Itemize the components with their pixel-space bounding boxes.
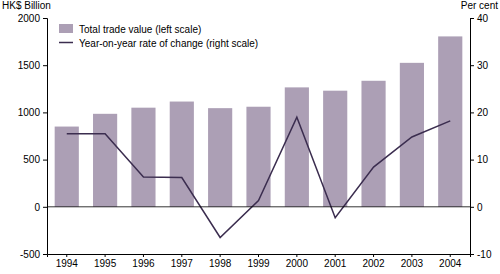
tick-label: 30 xyxy=(477,60,489,71)
tick-mark xyxy=(373,254,374,257)
tick-mark xyxy=(470,65,474,66)
tick: 500 xyxy=(23,154,47,165)
bar-series xyxy=(55,36,463,206)
tick: 0 xyxy=(470,202,483,213)
tick: -10 xyxy=(470,249,492,260)
tick-label: 2000 xyxy=(286,258,309,269)
bar xyxy=(246,107,270,207)
tick-label: 40 xyxy=(477,13,489,24)
tick-mark xyxy=(43,65,47,66)
tick-mark xyxy=(66,254,67,257)
tick-mark xyxy=(258,254,259,257)
tick-label: 1999 xyxy=(247,258,270,269)
tick: 2004 xyxy=(439,254,462,269)
axis-line xyxy=(48,255,471,258)
tick-mark xyxy=(43,112,47,113)
tick-label: 1994 xyxy=(56,258,79,269)
tick-mark xyxy=(470,18,474,19)
tick-label: 1996 xyxy=(132,258,155,269)
tick-mark xyxy=(450,254,451,257)
legend-item: Total trade value (left scale) xyxy=(59,24,201,35)
bar xyxy=(323,91,347,207)
tick-label: 2000 xyxy=(18,13,41,24)
y-axis-title: HK$ Billion xyxy=(2,0,51,11)
bar xyxy=(131,108,155,207)
tick-mark xyxy=(220,254,221,257)
tick: -500 xyxy=(20,249,47,260)
tick-label: 2001 xyxy=(324,258,347,269)
tick-mark xyxy=(43,254,47,255)
tick-mark xyxy=(470,112,474,113)
tick-mark xyxy=(296,254,297,257)
tick-mark xyxy=(470,160,474,161)
bar xyxy=(208,108,232,207)
tick-mark xyxy=(181,254,182,257)
tick: 1000 xyxy=(18,107,47,118)
tick-label: 2002 xyxy=(362,258,385,269)
chart: -500 0 500 1000 1500 2000 -10 0 10 20 30 40 1994 1995… xyxy=(0,0,500,274)
tick-label: 2004 xyxy=(439,258,462,269)
bar xyxy=(93,114,117,207)
tick-label: 1500 xyxy=(18,60,41,71)
tick: 10 xyxy=(470,154,489,165)
tick-label: -500 xyxy=(20,249,40,260)
tick: 2000 xyxy=(18,13,47,24)
tick: 1999 xyxy=(247,254,270,269)
tick-mark xyxy=(143,254,144,257)
tick-mark xyxy=(43,160,47,161)
tick-label: 10 xyxy=(477,154,489,165)
marks xyxy=(55,36,463,237)
tick-label: 500 xyxy=(23,154,40,165)
zero-line xyxy=(47,206,470,207)
tick: 2000 xyxy=(286,254,309,269)
tick-label: 1997 xyxy=(171,258,194,269)
tick: 2002 xyxy=(362,254,385,269)
x-axis: 1994 1995 1996 1997 1998 1999 2000 2001 2002 2003… xyxy=(48,254,471,269)
tick-mark xyxy=(105,254,106,257)
legend-swatch xyxy=(59,24,73,33)
tick-label: 0 xyxy=(477,202,483,213)
legend: Total trade value (left scale) Year-on-ye… xyxy=(59,24,258,49)
bar xyxy=(55,127,79,207)
tick-label: -10 xyxy=(477,249,492,260)
tick-mark xyxy=(335,254,336,257)
y2-axis-title: Per cent xyxy=(461,0,498,11)
legend-item: Year-on-year rate of change (right scale… xyxy=(59,38,258,49)
bar xyxy=(400,63,424,207)
tick-label: 1000 xyxy=(18,107,41,118)
tick: 40 xyxy=(470,13,489,24)
tick-mark xyxy=(470,207,474,208)
tick: 2003 xyxy=(401,254,424,269)
axis-line xyxy=(43,19,48,255)
axis-line xyxy=(471,19,475,255)
y-axis: -500 0 500 1000 1500 2000 xyxy=(18,13,48,260)
tick: 1997 xyxy=(171,254,194,269)
legend-swatch xyxy=(59,42,73,44)
tick-label: 0 xyxy=(34,202,40,213)
tick-label: 20 xyxy=(477,107,489,118)
bar xyxy=(361,81,385,207)
tick: 2001 xyxy=(324,254,347,269)
tick: 1996 xyxy=(132,254,155,269)
tick: 1995 xyxy=(94,254,117,269)
tick-label: 2003 xyxy=(401,258,424,269)
tick: 1500 xyxy=(18,60,47,71)
line xyxy=(67,117,451,237)
legend-label: Total trade value (left scale) xyxy=(79,24,201,35)
legend-label: Year-on-year rate of change (right scale… xyxy=(79,38,258,49)
tick-mark xyxy=(43,207,47,208)
tick: 0 xyxy=(34,202,47,213)
tick: 1998 xyxy=(209,254,232,269)
plot: -500 0 500 1000 1500 2000 -10 0 10 20 30 40 1994 1995… xyxy=(18,13,492,269)
y2-axis: -10 0 10 20 30 40 xyxy=(470,13,492,260)
bar xyxy=(285,87,309,206)
tick: 1994 xyxy=(56,254,79,269)
tick-mark xyxy=(411,254,412,257)
tick-label: 1998 xyxy=(209,258,232,269)
tick: 20 xyxy=(470,107,489,118)
tick-label: 1995 xyxy=(94,258,117,269)
tick: 30 xyxy=(470,60,489,71)
tick-mark xyxy=(43,18,47,19)
